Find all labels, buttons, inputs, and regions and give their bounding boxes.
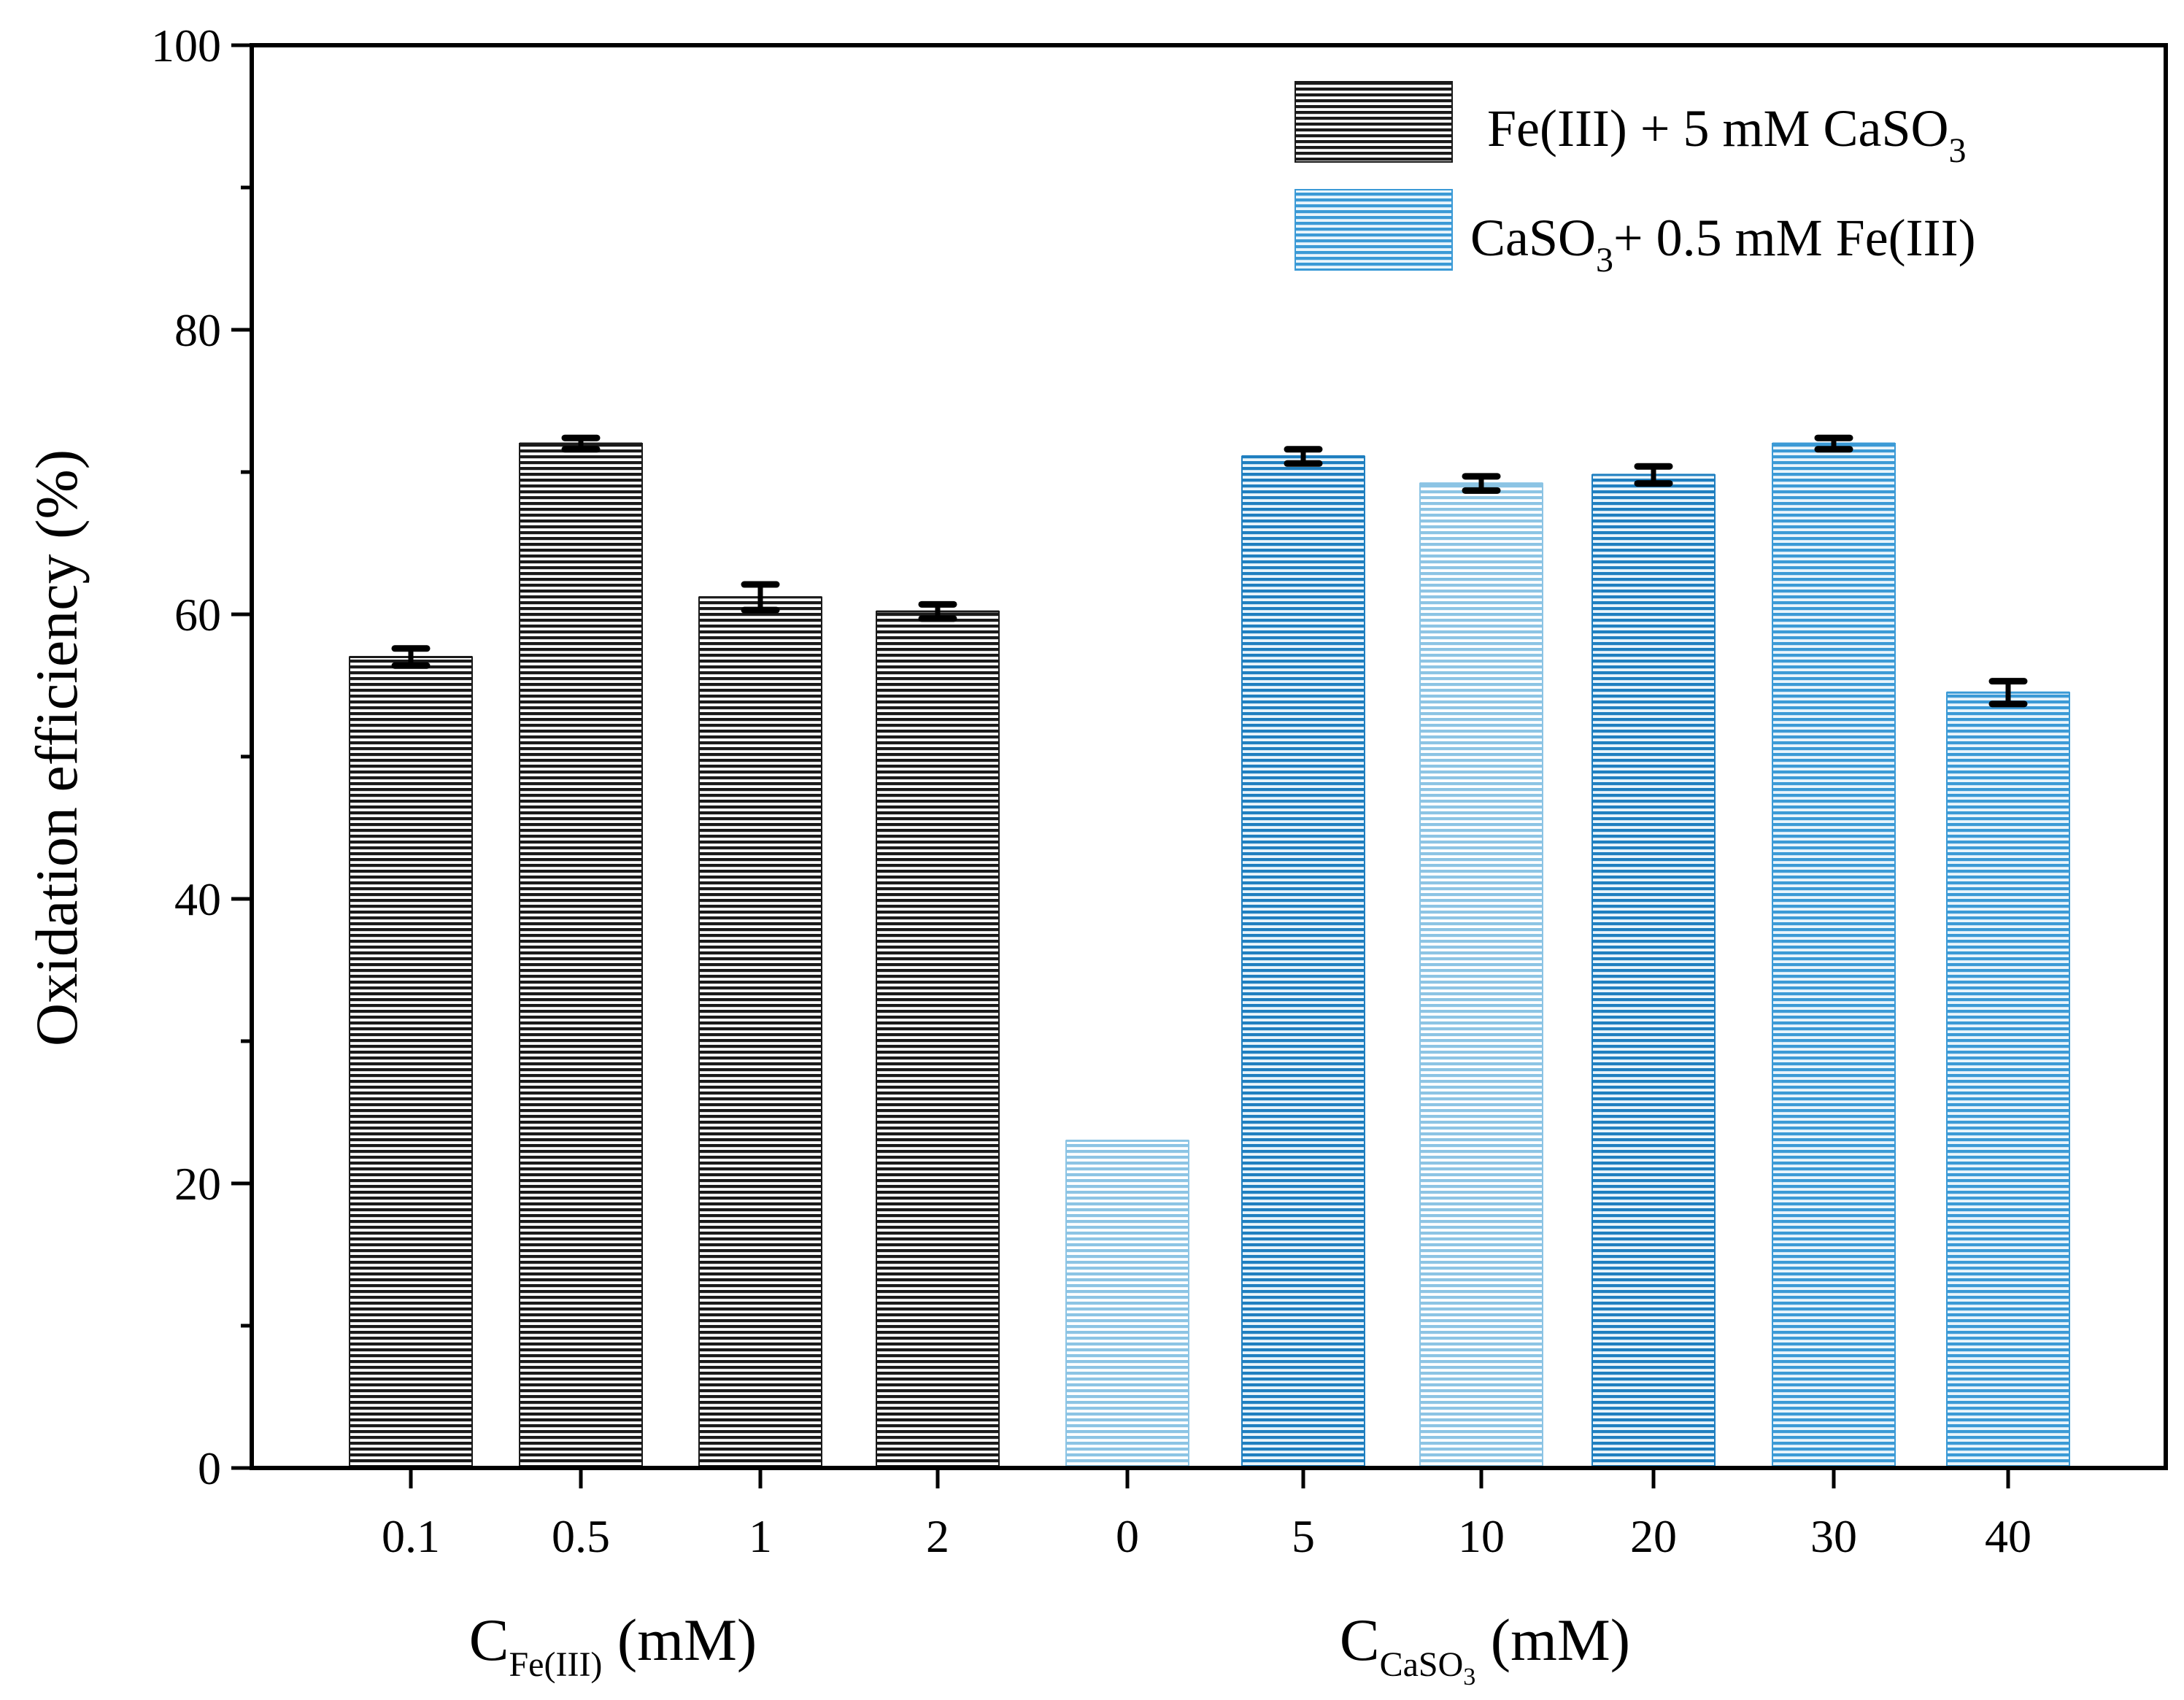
x-axis-title-fe-sub: Fe(III) [509, 1645, 602, 1684]
x-axis-title-fe-main: C [469, 1607, 509, 1673]
x-axis: 0.1 0.5 1 2 0 5 10 20 30 40 [382, 1468, 2031, 1562]
x-axis-title-caso3-sub: CaSO [1380, 1645, 1464, 1684]
x-axis-title-caso3-subsub: 3 [1463, 1664, 1475, 1691]
x-tick-label: 5 [1292, 1510, 1315, 1562]
x-tick-label: 40 [1985, 1510, 2031, 1562]
x-tick-label: 1 [749, 1510, 772, 1562]
y-axis-title: Oxidation efficiency (%) [23, 449, 90, 1046]
y-tick-label: 60 [174, 589, 221, 641]
y-tick-label: 100 [151, 20, 221, 72]
x-axis-title-caso3: CCaSO3 (mM) [1340, 1607, 1630, 1691]
bar-0 [1065, 1140, 1189, 1469]
x-group-titles: CFe(III) (mM) CCaSO3 (mM) [469, 1607, 1630, 1691]
y-tick-label: 80 [174, 304, 221, 356]
bar-1 [698, 596, 822, 1469]
legend-label-caso3-sub: 3 [1596, 241, 1613, 279]
y-tick-label: 20 [174, 1158, 221, 1210]
bar-20 [1591, 474, 1716, 1469]
x-tick-label: 0.5 [552, 1510, 610, 1562]
x-tick-label: 20 [1630, 1510, 1677, 1562]
bar-5 [1241, 455, 1365, 1469]
x-tick-label: 0 [1116, 1510, 1139, 1562]
bar-10 [1419, 482, 1543, 1469]
legend: Fe(III) + 5 mM CaSO3 CaSO3+ 0.5 mM Fe(II… [1294, 81, 1976, 279]
legend-label-caso3-main: CaSO [1470, 209, 1596, 267]
x-axis-title-caso3-unit: (mM) [1475, 1607, 1630, 1673]
y-tick-label: 0 [198, 1442, 221, 1494]
bar-30 [1772, 443, 1896, 1469]
legend-label-fe: Fe(III) + 5 mM CaSO3 [1487, 99, 1967, 170]
bars [349, 442, 2070, 1469]
x-axis-title-caso3-main: C [1340, 1607, 1380, 1673]
x-axis-title-fe-unit: (mM) [602, 1607, 757, 1673]
y-axis-title-group: Oxidation efficiency (%) [23, 449, 90, 1046]
x-axis-title-fe: CFe(III) (mM) [469, 1607, 757, 1684]
bar-40 [1946, 692, 2070, 1469]
legend-swatch-caso3 [1294, 189, 1453, 271]
bar-0.1 [349, 656, 473, 1469]
error-bars [391, 434, 2028, 708]
plot-frame [250, 43, 2168, 1470]
x-tick-label: 0.1 [382, 1510, 440, 1562]
x-tick-label: 30 [1810, 1510, 1857, 1562]
x-tick-label: 10 [1458, 1510, 1505, 1562]
legend-label-fe-main: Fe(III) + 5 mM CaSO [1487, 99, 1949, 158]
legend-label-caso3-tail: + 0.5 mM Fe(III) [1613, 209, 1976, 267]
bar-2 [876, 611, 1000, 1469]
y-axis: 0 20 40 60 80 100 [151, 20, 252, 1494]
legend-swatch-fe [1294, 81, 1453, 163]
legend-label-caso3: CaSO3+ 0.5 mM Fe(III) [1470, 209, 1976, 279]
legend-label-fe-sub: 3 [1949, 131, 1967, 170]
bar-0.5 [519, 443, 643, 1469]
y-tick-label: 40 [174, 873, 221, 925]
x-tick-label: 2 [926, 1510, 949, 1562]
